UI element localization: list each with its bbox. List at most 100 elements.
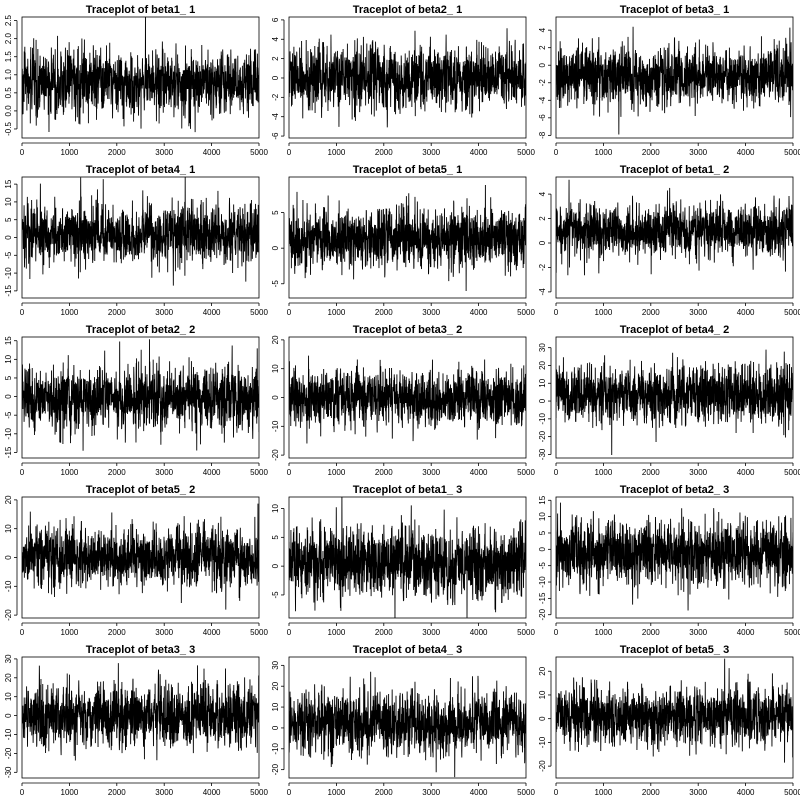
traceplot-panel: Traceplot of beta5_ 1 0 1000 2000 3000 4000 50… <box>267 160 535 320</box>
x-tick-label: 1000 <box>595 788 613 797</box>
x-tick-label: 2000 <box>375 788 393 797</box>
y-tick-label: 30 <box>271 660 280 669</box>
y-tick-label: 15 <box>4 336 13 345</box>
y-tick-label: -10 <box>538 736 547 748</box>
y-tick-label: -8 <box>538 131 547 139</box>
plot-frame <box>21 16 260 139</box>
plot-frame <box>555 176 794 299</box>
x-tick-label: 1000 <box>595 308 613 317</box>
y-tick-label: -10 <box>538 413 547 425</box>
trace-line <box>289 355 526 444</box>
x-tick-label: 5000 <box>250 308 268 317</box>
y-tick-label: -20 <box>4 609 13 621</box>
x-tick-label: 1000 <box>328 308 346 317</box>
y-tick-label: -10 <box>4 580 13 592</box>
y-tick-label: -10 <box>4 267 13 279</box>
trace-line <box>22 503 259 610</box>
y-tick-label: 20 <box>4 673 13 682</box>
y-tick-label: 20 <box>271 335 280 344</box>
x-tick-label: 3000 <box>155 308 173 317</box>
y-tick-label: -2 <box>538 263 547 271</box>
y-tick-label: 20 <box>538 666 547 675</box>
x-tick-label: 4000 <box>203 468 221 477</box>
traceplot-svg: Traceplot of beta5_ 3 0 1000 2000 3000 4000 50… <box>538 644 800 797</box>
x-tick-label: 0 <box>20 308 25 317</box>
x-tick-label: 4000 <box>737 148 755 157</box>
x-tick-label: 2000 <box>642 468 660 477</box>
trace-line <box>289 671 526 778</box>
chart-title: Traceplot of beta4_ 3 <box>353 644 462 656</box>
x-tick-label: 2000 <box>108 308 126 317</box>
y-tick-label: -10 <box>271 420 280 432</box>
x-tick-label: 1000 <box>61 468 79 477</box>
x-tick-label: 3000 <box>689 788 707 797</box>
trace-line <box>289 497 526 618</box>
y-tick-label: -4 <box>538 96 547 104</box>
y-tick-label: 30 <box>538 343 547 352</box>
traceplot-panel: Traceplot of beta2_ 1 0 1000 2000 3000 4000 50… <box>267 0 535 160</box>
plot-frame <box>288 496 527 619</box>
y-tick-label: -30 <box>538 448 547 460</box>
y-tick-label: 10 <box>538 378 547 387</box>
x-tick-label: 4000 <box>737 628 755 637</box>
x-tick-label: 2000 <box>375 308 393 317</box>
y-tick-label: 0 <box>271 563 280 568</box>
x-tick-label: 4000 <box>470 788 488 797</box>
traceplot-panel: Traceplot of beta1_ 2 0 1000 2000 3000 4000 50… <box>534 160 800 320</box>
y-tick-label: 0 <box>4 235 13 240</box>
y-tick-label: 0.5 <box>4 87 13 99</box>
x-tick-label: 5000 <box>517 148 535 157</box>
x-tick-label: 2000 <box>642 628 660 637</box>
x-tick-label: 1000 <box>595 628 613 637</box>
y-tick-label: 0 <box>538 62 547 67</box>
y-tick-label: 4 <box>538 191 547 196</box>
traceplot-svg: Traceplot of beta4_ 10 1000 2000 3000 4000 50… <box>4 164 268 317</box>
traceplot-svg: Traceplot of beta3_ 1 0 1000 2000 3000 4000 50… <box>538 4 800 157</box>
y-tick-label: 0 <box>538 240 547 245</box>
y-tick-label: 0 <box>538 547 547 552</box>
x-tick-label: 3000 <box>689 308 707 317</box>
x-tick-label: 5000 <box>517 308 535 317</box>
y-tick-label: 0 <box>271 75 280 80</box>
x-tick-label: 2000 <box>375 628 393 637</box>
x-tick-label: 0 <box>287 308 292 317</box>
x-tick-label: 2000 <box>642 788 660 797</box>
chart-title: Traceplot of beta3_ 3 <box>86 644 195 656</box>
traceplot-panel: Traceplot of beta5_ 2 0 1000 2000 3000 4000 50… <box>0 480 268 640</box>
x-tick-label: 0 <box>287 788 292 797</box>
y-tick-label: 15 <box>538 495 547 504</box>
y-tick-label: 0 <box>4 555 13 560</box>
plot-frame <box>21 656 260 779</box>
plot-frame <box>555 16 794 139</box>
x-tick-label: 4000 <box>203 788 221 797</box>
plot-frame <box>555 496 794 619</box>
traceplot-svg: Traceplot of beta2_ 20 1000 2000 3000 4000 50… <box>4 324 268 477</box>
x-tick-label: 5000 <box>250 788 268 797</box>
x-tick-label: 3000 <box>422 308 440 317</box>
y-tick-label: -5 <box>271 591 280 599</box>
y-tick-label: 6 <box>271 17 280 22</box>
x-tick-label: 4000 <box>470 148 488 157</box>
y-tick-label: -10 <box>538 576 547 588</box>
x-tick-label: 0 <box>20 788 25 797</box>
traceplot-svg: Traceplot of beta4_ 2 0 1000 2000 3000 4000 50… <box>538 324 800 477</box>
y-tick-label: -5 <box>4 411 13 419</box>
y-tick-label: 0 <box>538 398 547 403</box>
y-tick-label: 10 <box>4 354 13 363</box>
trace-line <box>556 26 793 135</box>
y-tick-label: -6 <box>538 114 547 122</box>
plot-frame <box>288 176 527 299</box>
x-tick-label: 5000 <box>250 468 268 477</box>
y-tick-label: 0.0 <box>4 105 13 117</box>
x-tick-label: 5000 <box>517 628 535 637</box>
y-tick-label: 20 <box>538 360 547 369</box>
y-tick-label: -15 <box>4 446 13 458</box>
plot-frame <box>555 656 794 779</box>
y-tick-label: 10 <box>4 197 13 206</box>
chart-title: Traceplot of beta3_ 2 <box>353 324 462 336</box>
x-tick-label: 2000 <box>108 628 126 637</box>
y-tick-label: 2 <box>271 56 280 61</box>
y-tick-label: 2.0 <box>4 33 13 45</box>
traceplot-svg: Traceplot of beta2_ 30 1000 2000 3000 4000 50… <box>538 484 800 637</box>
